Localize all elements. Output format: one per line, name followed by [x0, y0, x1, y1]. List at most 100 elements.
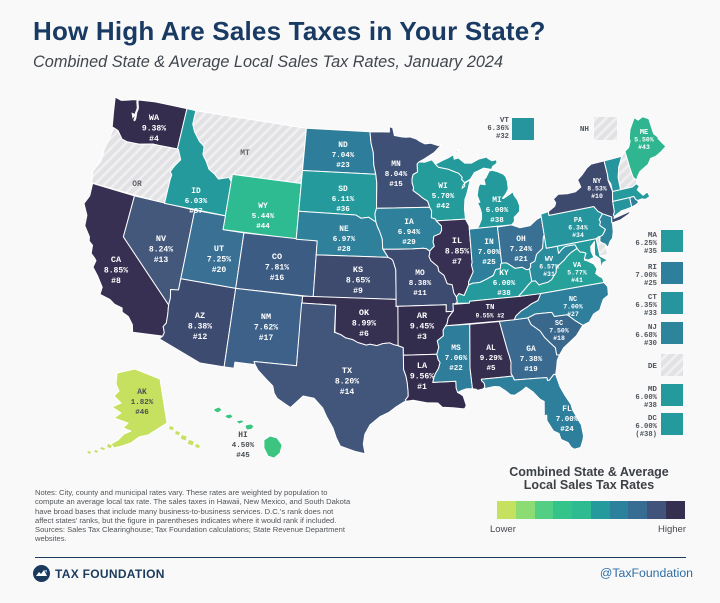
svg-text:6.36%: 6.36% — [487, 125, 509, 133]
svg-text:NC: NC — [569, 296, 577, 304]
svg-text:WI: WI — [438, 182, 448, 191]
svg-text:#5: #5 — [486, 365, 496, 373]
svg-text:#3: #3 — [417, 333, 427, 342]
svg-text:NH: NH — [580, 126, 590, 134]
svg-text:CO: CO — [272, 252, 282, 262]
svg-text:HI: HI — [238, 431, 248, 440]
svg-text:6.00%: 6.00% — [635, 423, 657, 431]
svg-text:6.94%: 6.94% — [398, 229, 421, 237]
svg-text:#31: #31 — [543, 271, 555, 278]
svg-text:8.99%: 8.99% — [352, 320, 376, 329]
svg-text:#38: #38 — [644, 402, 657, 410]
svg-text:7.24%: 7.24% — [510, 246, 533, 254]
svg-text:#22: #22 — [449, 365, 463, 373]
svg-text:NY: NY — [593, 178, 602, 186]
svg-text:#35: #35 — [644, 248, 657, 256]
svg-text:#14: #14 — [340, 388, 355, 397]
svg-text:9.56%: 9.56% — [410, 373, 434, 382]
svg-text:RI: RI — [648, 264, 657, 272]
svg-text:8.85%: 8.85% — [104, 267, 128, 276]
svg-text:ID: ID — [191, 187, 201, 196]
svg-text:MT: MT — [240, 149, 250, 158]
svg-text:#25: #25 — [644, 280, 657, 288]
svg-text:8.65%: 8.65% — [346, 277, 370, 286]
svg-text:IL: IL — [452, 236, 462, 246]
svg-text:#33: #33 — [644, 310, 657, 318]
svg-text:#24: #24 — [560, 426, 574, 434]
svg-text:#37: #37 — [189, 208, 203, 216]
svg-text:GA: GA — [526, 345, 536, 354]
svg-text:6.00%: 6.00% — [493, 280, 516, 288]
svg-text:5.70%: 5.70% — [432, 193, 455, 201]
svg-text:#19: #19 — [524, 366, 538, 374]
svg-text:#1: #1 — [417, 383, 427, 392]
svg-text:AL: AL — [486, 344, 496, 353]
svg-text:DC: DC — [648, 415, 658, 423]
svg-text:#20: #20 — [212, 266, 227, 275]
svg-text:5.50%: 5.50% — [634, 136, 654, 143]
svg-text:PA: PA — [574, 217, 583, 225]
svg-text:(#38): (#38) — [635, 431, 657, 439]
svg-text:#7: #7 — [452, 258, 462, 267]
svg-text:#38: #38 — [497, 290, 511, 298]
svg-text:VA: VA — [573, 262, 582, 270]
svg-text:#45: #45 — [236, 452, 250, 460]
svg-text:7.00%: 7.00% — [478, 249, 501, 257]
svg-text:#44: #44 — [256, 223, 270, 231]
svg-text:OK: OK — [359, 308, 370, 318]
svg-text:SD: SD — [338, 185, 348, 194]
svg-text:#28: #28 — [337, 246, 351, 254]
svg-text:7.62%: 7.62% — [254, 324, 278, 333]
svg-text:CT: CT — [648, 294, 658, 302]
svg-text:8.24%: 8.24% — [149, 246, 173, 255]
svg-text:7.25%: 7.25% — [207, 256, 231, 265]
svg-text:WY: WY — [258, 202, 268, 211]
svg-text:MO: MO — [415, 269, 425, 278]
svg-text:#43: #43 — [638, 144, 650, 151]
svg-text:#17: #17 — [259, 334, 274, 343]
svg-text:6.25%: 6.25% — [635, 240, 657, 248]
svg-text:NJ: NJ — [648, 324, 657, 332]
svg-text:IN: IN — [484, 238, 494, 247]
svg-text:#25: #25 — [482, 259, 496, 267]
svg-text:6.35%: 6.35% — [635, 302, 657, 310]
svg-text:6.34%: 6.34% — [568, 224, 588, 231]
svg-text:#41: #41 — [571, 277, 583, 284]
svg-text:9.38%: 9.38% — [142, 125, 166, 134]
svg-text:7.04%: 7.04% — [332, 152, 355, 160]
svg-text:SC: SC — [555, 320, 563, 328]
svg-text:MI: MI — [492, 196, 502, 205]
svg-text:1.82%: 1.82% — [131, 399, 154, 407]
svg-text:ND: ND — [338, 141, 348, 150]
svg-text:9.55% #2: 9.55% #2 — [476, 312, 505, 319]
svg-text:6.00%: 6.00% — [635, 394, 657, 402]
svg-text:#27: #27 — [567, 311, 579, 318]
svg-text:#13: #13 — [154, 256, 169, 265]
svg-text:FL: FL — [562, 405, 572, 414]
svg-text:LA: LA — [417, 361, 428, 371]
svg-text:#34: #34 — [572, 232, 584, 239]
svg-text:4.50%: 4.50% — [232, 442, 255, 450]
svg-text:#9: #9 — [353, 287, 363, 296]
svg-text:NE: NE — [339, 225, 349, 234]
svg-text:#18: #18 — [553, 335, 565, 342]
svg-text:7.50%: 7.50% — [549, 327, 569, 334]
svg-text:#16: #16 — [270, 274, 285, 283]
svg-text:7.00%: 7.00% — [635, 272, 657, 280]
svg-text:8.38%: 8.38% — [409, 280, 432, 288]
svg-text:#38: #38 — [490, 217, 504, 225]
svg-text:6.97%: 6.97% — [333, 236, 356, 244]
svg-text:MS: MS — [451, 344, 461, 353]
svg-text:6.57%: 6.57% — [539, 263, 559, 270]
svg-text:AZ: AZ — [195, 311, 205, 321]
svg-text:NM: NM — [261, 312, 271, 322]
svg-text:7.06%: 7.06% — [445, 355, 468, 363]
svg-text:8.20%: 8.20% — [335, 378, 359, 387]
svg-text:#32: #32 — [496, 133, 509, 141]
svg-text:MD: MD — [648, 386, 658, 394]
svg-text:#11: #11 — [413, 290, 427, 298]
svg-text:MN: MN — [391, 160, 401, 169]
svg-text:IA: IA — [404, 218, 414, 227]
svg-text:8.85%: 8.85% — [445, 248, 469, 257]
svg-text:6.00%: 6.00% — [486, 207, 509, 215]
